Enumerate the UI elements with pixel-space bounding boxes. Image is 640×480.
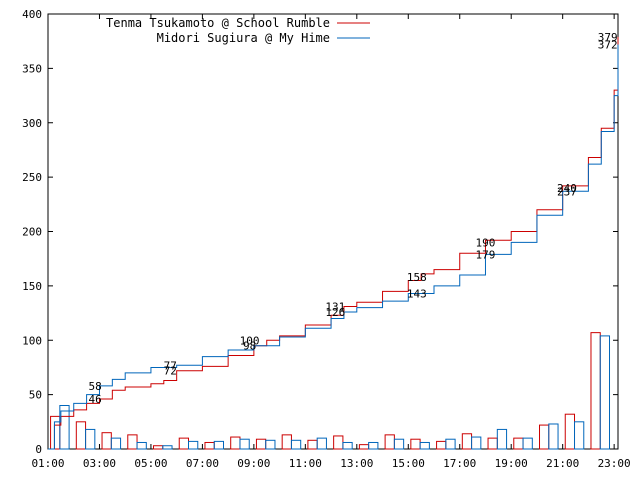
bar xyxy=(342,441,353,450)
legend-label-series-1: Tenma Tsukamoto @ School Rumble xyxy=(106,16,330,30)
annotation-label: 77 xyxy=(164,359,177,372)
bar xyxy=(445,438,456,450)
bar xyxy=(393,438,405,450)
annotation-label: 379 xyxy=(598,31,618,44)
bar xyxy=(496,428,508,450)
y-tick-label: 300 xyxy=(22,117,42,130)
bar xyxy=(384,434,395,450)
bar xyxy=(461,433,473,450)
bar xyxy=(290,439,302,450)
annotation-label: 126 xyxy=(325,306,345,319)
bar xyxy=(265,439,276,450)
bar xyxy=(239,438,250,450)
x-tick-label: 21:00 xyxy=(546,457,579,470)
annotation-label: 98 xyxy=(243,340,256,353)
hourly-bars xyxy=(50,332,611,450)
bar xyxy=(436,440,447,450)
legend: Tenma Tsukamoto @ School Rumble Midori S… xyxy=(106,16,370,45)
annotation-label: 100 xyxy=(240,334,260,347)
bar xyxy=(471,436,482,450)
bar xyxy=(548,423,559,450)
annotation-label: 46 xyxy=(89,393,102,406)
x-tick-label: 05:00 xyxy=(134,457,167,470)
bar xyxy=(204,441,215,450)
bar xyxy=(564,413,576,450)
y-tick-label: 100 xyxy=(22,334,42,347)
bar xyxy=(136,441,147,450)
y-tick-label: 250 xyxy=(22,171,42,184)
bar xyxy=(368,441,379,450)
bar xyxy=(590,332,601,450)
y-tick-label: 0 xyxy=(35,443,42,456)
bar xyxy=(358,444,370,450)
legend-label-series-2: Midori Sugiura @ My Hime xyxy=(157,31,330,45)
x-tick-label: 09:00 xyxy=(237,457,270,470)
bar xyxy=(110,437,122,450)
bar xyxy=(513,437,524,450)
bar xyxy=(255,438,267,450)
bar xyxy=(178,437,190,450)
bar xyxy=(85,428,96,450)
y-axis: 0 50 100 150 200 250 300 350 400 xyxy=(22,8,618,456)
annotation-label: 131 xyxy=(325,301,345,314)
bar xyxy=(410,438,421,450)
x-tick-label: 07:00 xyxy=(186,457,219,470)
bar xyxy=(487,437,498,450)
bar xyxy=(75,421,87,450)
annotation-label: 190 xyxy=(476,236,496,249)
y-tick-label: 350 xyxy=(22,62,42,75)
y-tick-label: 200 xyxy=(22,226,42,239)
annotation-label: 72 xyxy=(164,365,177,378)
x-tick-label: 23:00 xyxy=(598,457,631,470)
x-tick-label: 03:00 xyxy=(83,457,116,470)
annotation-label: 237 xyxy=(557,185,577,198)
bar xyxy=(539,424,550,450)
y-tick-label: 150 xyxy=(22,280,42,293)
annotation-label: 372 xyxy=(598,38,618,51)
bar xyxy=(101,432,112,450)
cumulative-lines xyxy=(48,36,619,450)
bar xyxy=(281,434,292,450)
bar xyxy=(59,405,70,450)
bar xyxy=(522,437,533,450)
bar xyxy=(50,415,61,450)
series-line xyxy=(48,44,619,450)
bar xyxy=(333,435,344,450)
bar xyxy=(188,440,199,450)
y-tick-label: 50 xyxy=(29,389,42,402)
annotation-label: 58 xyxy=(89,380,102,393)
x-tick-label: 15:00 xyxy=(392,457,425,470)
bar xyxy=(316,437,327,450)
bar xyxy=(213,440,225,450)
x-tick-label: 11:00 xyxy=(289,457,322,470)
annotation-label: 158 xyxy=(407,271,427,284)
y-tick-label: 400 xyxy=(22,8,42,21)
bar xyxy=(419,441,430,450)
bar xyxy=(599,335,611,450)
bar xyxy=(127,434,138,450)
bar xyxy=(153,445,164,450)
x-axis: 01:00 03:00 05:00 07:00 09:00 11:00 13:00 15:00… xyxy=(31,14,631,470)
annotation-label: 143 xyxy=(407,287,427,300)
annotation-label: 240 xyxy=(557,182,577,195)
x-tick-label: 13:00 xyxy=(340,457,373,470)
x-tick-label: 01:00 xyxy=(31,457,64,470)
x-tick-label: 17:00 xyxy=(443,457,476,470)
bar xyxy=(162,445,173,450)
annotation-label: 179 xyxy=(476,248,496,261)
bar xyxy=(307,439,318,450)
series-line xyxy=(48,36,619,450)
bar xyxy=(574,421,585,450)
x-tick-label: 19:00 xyxy=(495,457,528,470)
bar xyxy=(230,436,241,450)
